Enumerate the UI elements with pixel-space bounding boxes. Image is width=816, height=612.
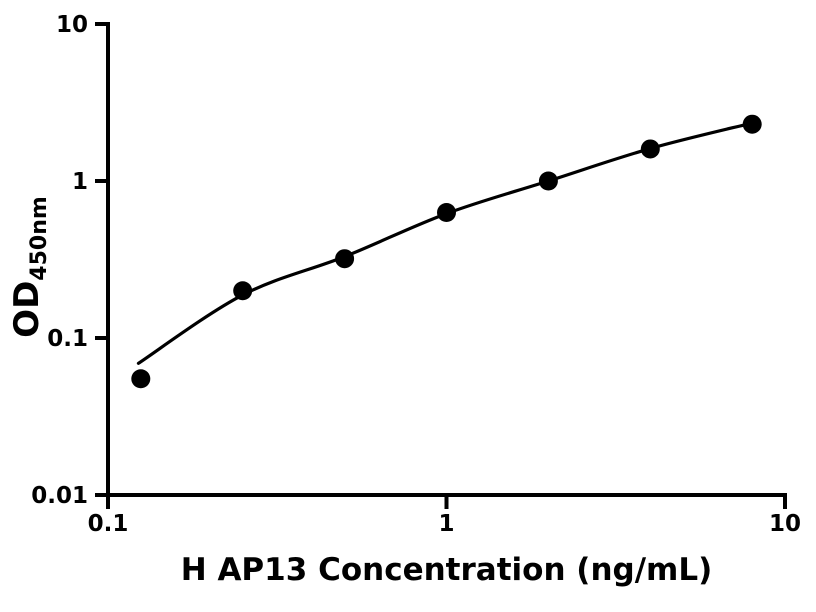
- x-tick-label: 0.1: [88, 511, 129, 537]
- x-axis-title: H AP13 Concentration (ng/mL): [180, 552, 713, 588]
- y-tick-label: 1: [72, 169, 88, 195]
- data-point-marker: [233, 281, 253, 301]
- data-point-marker: [640, 139, 660, 159]
- y-axis-title-main: OD: [7, 280, 47, 338]
- y-axis-title-subscript: 450nm: [26, 196, 52, 281]
- x-tick-label: 1: [438, 511, 454, 537]
- data-point-marker: [437, 203, 456, 222]
- data-point-marker: [131, 369, 151, 389]
- fit-curve-line: [136, 121, 754, 365]
- y-tick-label: 0.1: [47, 326, 88, 352]
- data-point-marker: [742, 114, 762, 134]
- x-tick-label: 10: [769, 511, 801, 537]
- y-tick-label: 0.01: [31, 483, 88, 509]
- data-point-marker: [335, 249, 355, 269]
- y-tick-label: 10: [56, 12, 88, 38]
- y-axis-title: OD450nm: [7, 196, 52, 338]
- data-point-marker: [538, 171, 558, 191]
